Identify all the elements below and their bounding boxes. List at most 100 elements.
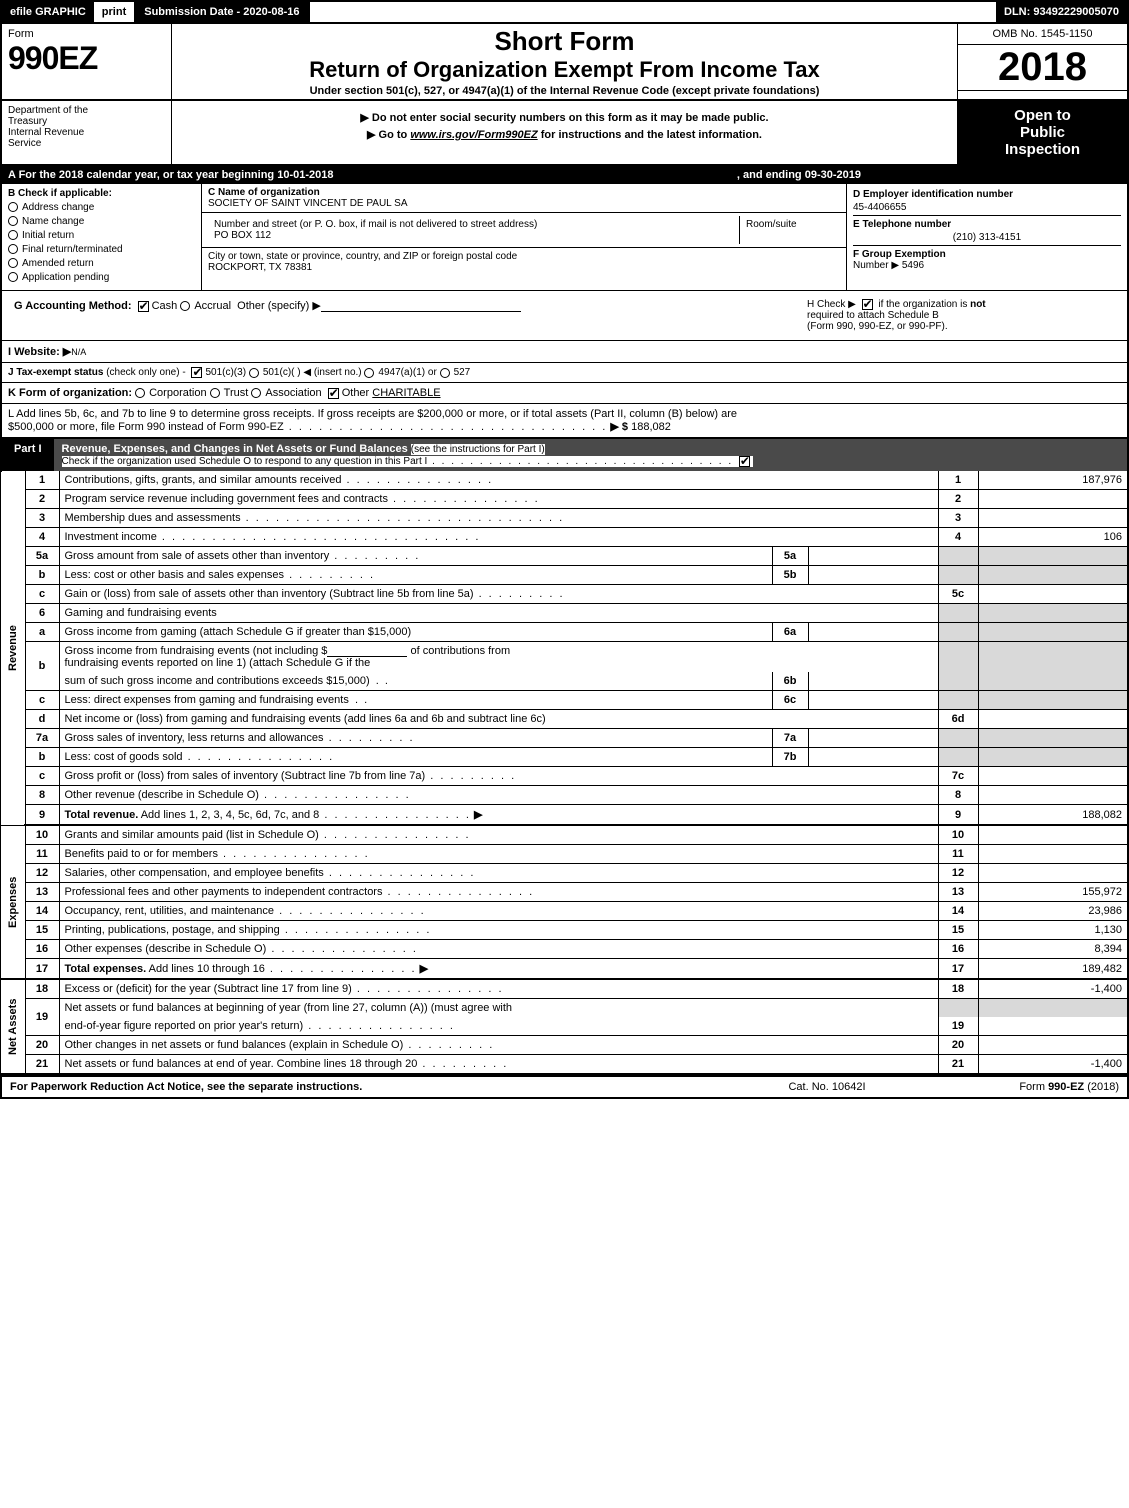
part-i-label: Part I — [2, 439, 54, 471]
table-row: 2 Program service revenue including gove… — [1, 490, 1128, 509]
checkbox-h[interactable] — [862, 299, 873, 310]
checkbox-cash[interactable] — [138, 301, 149, 312]
amt-3 — [978, 509, 1128, 528]
amt-12 — [978, 864, 1128, 883]
amt-19 — [978, 1017, 1128, 1036]
section-c: C Name of organization SOCIETY OF SAINT … — [202, 184, 847, 290]
footer-catno: Cat. No. 10642I — [727, 1077, 927, 1097]
amt-8 — [978, 786, 1128, 805]
other-method-field[interactable] — [321, 300, 521, 312]
part-i-header: Part I Revenue, Expenses, and Changes in… — [0, 439, 1129, 471]
radio-icon — [8, 216, 18, 226]
amt-21: -1,400 — [978, 1055, 1128, 1075]
table-row: c Gross profit or (loss) from sales of i… — [1, 767, 1128, 786]
print-label[interactable]: print — [94, 2, 134, 22]
topbar-spacer — [310, 2, 996, 22]
form-title-block: Short Form Return of Organization Exempt… — [172, 24, 957, 99]
table-row: 7a Gross sales of inventory, less return… — [1, 729, 1128, 748]
info-block: B Check if applicable: Address change Na… — [0, 184, 1129, 291]
group-exemption: 5496 — [902, 260, 924, 271]
short-form-title: Short Form — [178, 26, 951, 57]
checkbox-other-org[interactable] — [328, 388, 339, 399]
section-b: B Check if applicable: Address change Na… — [2, 184, 202, 290]
notice-2: ▶ Go to www.irs.gov/Form990EZ for instru… — [178, 128, 951, 141]
checkbox-501c3[interactable] — [191, 367, 202, 378]
tax-year: 2018 — [958, 45, 1127, 91]
year-block: OMB No. 1545-1150 2018 — [957, 24, 1127, 99]
amt-14: 23,986 — [978, 902, 1128, 921]
omb-number: OMB No. 1545-1150 — [958, 24, 1127, 45]
radio-icon — [8, 202, 18, 212]
c-city: City or town, state or province, country… — [202, 248, 846, 276]
amt-1: 187,976 — [978, 471, 1128, 490]
dln-number: DLN: 93492229005070 — [996, 2, 1127, 22]
table-row: b Gross income from fundraising events (… — [1, 642, 1128, 673]
table-row: c Gain or (loss) from sale of assets oth… — [1, 585, 1128, 604]
amt-18: -1,400 — [978, 979, 1128, 999]
table-row: 13 Professional fees and other payments … — [1, 883, 1128, 902]
fundraising-amount-field[interactable] — [327, 645, 407, 657]
b-opt-amended[interactable]: Amended return — [8, 258, 195, 269]
notice-row: Department of the Treasury Internal Reve… — [0, 101, 1129, 166]
table-row: 4 Investment income 4 106 — [1, 528, 1128, 547]
table-row: 6 Gaming and fundraising events — [1, 604, 1128, 623]
table-row: end-of-year figure reported on prior yea… — [1, 1017, 1128, 1036]
radio-501c[interactable] — [249, 368, 259, 378]
amt-5c — [978, 585, 1128, 604]
b-opt-pending[interactable]: Application pending — [8, 272, 195, 283]
table-row: 5a Gross amount from sale of assets othe… — [1, 547, 1128, 566]
efile-badge: efile GRAPHIC — [2, 2, 94, 22]
table-row: 15 Printing, publications, postage, and … — [1, 921, 1128, 940]
b-opt-initial[interactable]: Initial return — [8, 230, 195, 241]
radio-icon — [8, 230, 18, 240]
c-name: C Name of organization SOCIETY OF SAINT … — [202, 184, 846, 213]
row-h: H Check ▶ if the organization is not req… — [801, 295, 1121, 336]
period-end: 09-30-2019 — [805, 169, 861, 181]
under-section: Under section 501(c), 527, or 4947(a)(1)… — [178, 85, 951, 97]
dept-block: Department of the Treasury Internal Reve… — [2, 101, 172, 164]
form-header: Form 990EZ Short Form Return of Organiza… — [0, 24, 1129, 101]
amt-11 — [978, 845, 1128, 864]
table-row: 9 Total revenue. Add lines 1, 2, 3, 4, 5… — [1, 805, 1128, 826]
row-k: K Form of organization: Corporation Trus… — [0, 383, 1129, 404]
table-row: 3 Membership dues and assessments 3 — [1, 509, 1128, 528]
irs-link[interactable]: www.irs.gov/Form990EZ — [410, 129, 537, 141]
b-opt-name[interactable]: Name change — [8, 216, 195, 227]
amt-15: 1,130 — [978, 921, 1128, 940]
form-number: 990EZ — [8, 40, 165, 77]
room-suite: Room/suite — [740, 216, 840, 244]
checkbox-schedule-o[interactable] — [739, 456, 750, 467]
netassets-side-label: Net Assets — [1, 979, 25, 1074]
table-row: 19 Net assets or fund balances at beginn… — [1, 999, 1128, 1018]
top-bar: efile GRAPHIC print Submission Date - 20… — [0, 0, 1129, 24]
radio-accrual[interactable] — [180, 301, 190, 311]
table-row: b Less: cost or other basis and sales ex… — [1, 566, 1128, 585]
expenses-side-label: Expenses — [1, 825, 25, 979]
radio-4947[interactable] — [364, 368, 374, 378]
lines-table: Revenue 1 Contributions, gifts, grants, … — [0, 471, 1129, 1075]
amt-17: 189,482 — [978, 959, 1128, 980]
row-i: I Website: ▶N/A — [0, 341, 1129, 363]
ein-value: 45-4406655 — [853, 202, 1121, 213]
table-row: 16 Other expenses (describe in Schedule … — [1, 940, 1128, 959]
b-opt-final[interactable]: Final return/terminated — [8, 244, 195, 255]
table-row: 20 Other changes in net assets or fund b… — [1, 1036, 1128, 1055]
radio-assoc[interactable] — [251, 388, 261, 398]
radio-527[interactable] — [440, 368, 450, 378]
part-i-title: Revenue, Expenses, and Changes in Net As… — [54, 439, 1127, 471]
table-row: Revenue 1 Contributions, gifts, grants, … — [1, 471, 1128, 490]
f-label: F Group Exemption — [853, 249, 946, 260]
radio-icon — [8, 244, 18, 254]
page-footer: For Paperwork Reduction Act Notice, see … — [0, 1075, 1129, 1099]
dept-line4: Service — [8, 138, 165, 149]
open-public: Open to Public Inspection — [958, 101, 1127, 164]
amt-2 — [978, 490, 1128, 509]
efile-text: efile GRAPHIC — [10, 6, 86, 18]
radio-corp[interactable] — [135, 388, 145, 398]
amt-7c — [978, 767, 1128, 786]
b-opt-address[interactable]: Address change — [8, 202, 195, 213]
table-row: 21 Net assets or fund balances at end of… — [1, 1055, 1128, 1075]
amt-13: 155,972 — [978, 883, 1128, 902]
dept-line1: Department of the — [8, 105, 165, 116]
radio-trust[interactable] — [210, 388, 220, 398]
